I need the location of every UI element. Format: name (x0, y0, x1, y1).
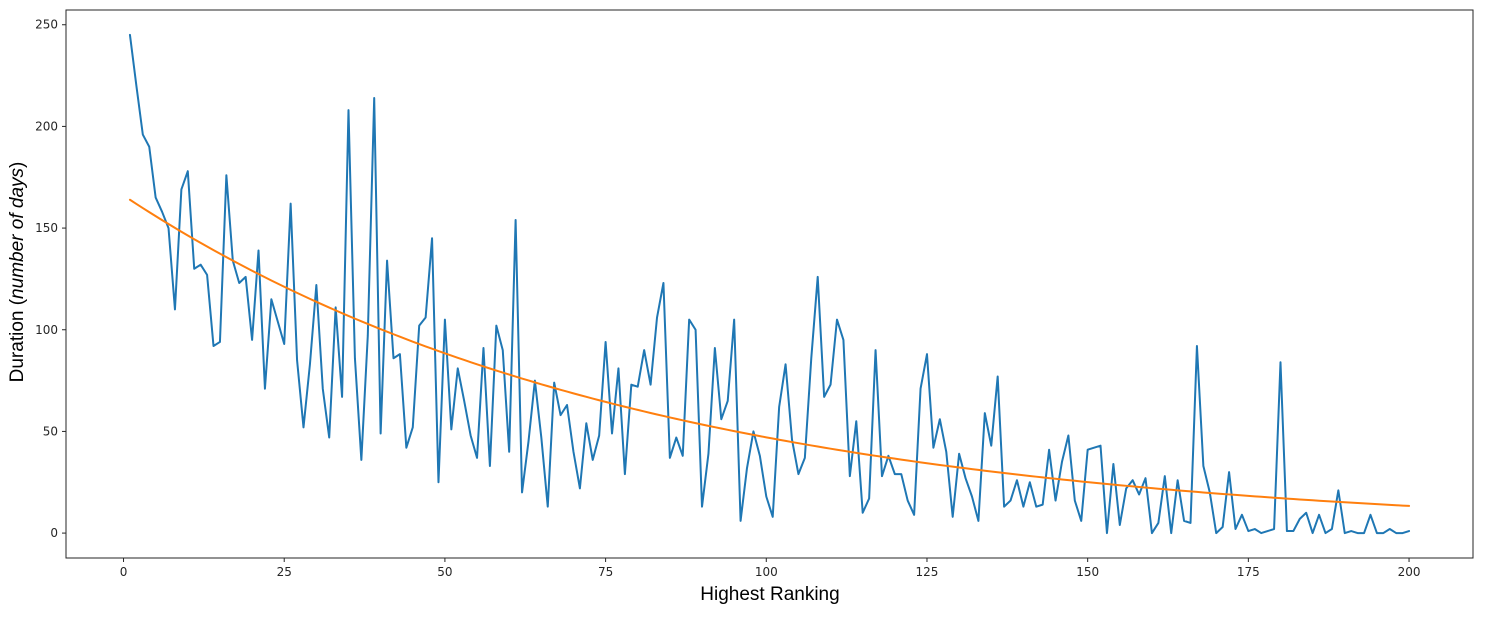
x-tick-label: 125 (916, 565, 939, 579)
y-tick-label: 200 (35, 119, 58, 133)
y-axis: 0 50 100 150 200 250 (35, 18, 66, 540)
x-tick-label: 25 (277, 565, 292, 579)
x-axis: 0 25 50 75 100 125 150 175 200 (120, 558, 1421, 579)
y-tick-label: 50 (43, 424, 58, 438)
x-axis-label: Highest Ranking (700, 584, 839, 605)
x-tick-label: 75 (598, 565, 613, 579)
y-axis-label: Duration (number of days) (7, 162, 28, 383)
y-tick-label: 0 (50, 526, 58, 540)
x-tick-label: 0 (120, 565, 128, 579)
plot-frame (65, 9, 1474, 559)
y-tick-label: 150 (35, 221, 58, 235)
duration-series-line (128, 33, 1411, 535)
x-tick-label: 50 (437, 565, 452, 579)
x-tick-label: 150 (1076, 565, 1099, 579)
plot-area (128, 33, 1411, 535)
x-tick-label: 175 (1237, 565, 1260, 579)
x-tick-label: 200 (1398, 565, 1421, 579)
y-tick-label: 100 (35, 323, 58, 337)
fit-curve-line (128, 198, 1411, 507)
y-axis-label-prefix: Duration ( (7, 298, 28, 382)
y-axis-label-suffix: ) (7, 162, 28, 168)
y-axis-label-unit: number of days (7, 167, 28, 298)
x-tick-label: 100 (755, 565, 778, 579)
y-tick-label: 250 (35, 18, 58, 32)
